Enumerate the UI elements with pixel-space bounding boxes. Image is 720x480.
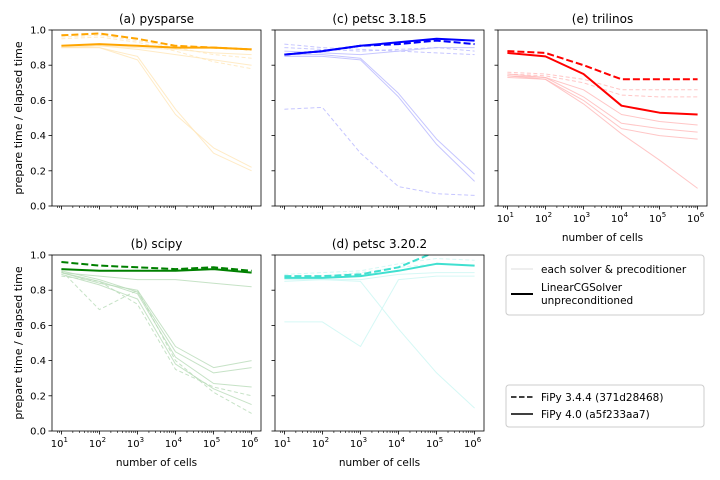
highlight-series-line-0-fipy-3-4-4 — [507, 50, 698, 81]
legend-highlight-label-1: LinearCGSolver — [541, 282, 623, 294]
legend-each-label: each solver & precoditioner — [541, 264, 687, 276]
y-axis-label-bottom: prepare time / elapsed time — [12, 266, 25, 419]
axes-frame — [274, 29, 485, 207]
y-tick-label: 1.0 — [30, 251, 46, 262]
y-tick-label: 0.8 — [30, 286, 46, 297]
background-series-line-2-fipy-3-4-4 — [284, 258, 475, 275]
legend-version-frame — [505, 384, 705, 428]
axes-frame — [274, 254, 485, 432]
axes-frame — [497, 29, 708, 207]
x-tick-label: 105 — [203, 436, 220, 450]
x-axis-label: number of cells — [116, 457, 197, 469]
x-tick-label: 101 — [497, 211, 514, 225]
y-tick-label: 0.8 — [30, 61, 46, 72]
background-series-line-2-fipy-4-0 — [61, 272, 252, 388]
panel-e-trilinos: (e) trilinos 101 102 103 104 105 106 number of … — [494, 12, 708, 244]
panel-title: (d) petsc 3.20.2 — [332, 237, 427, 251]
y-tick-label: 0.2 — [30, 166, 46, 177]
background-series-line-2-fipy-3-4-4 — [507, 71, 698, 91]
series-group — [284, 255, 475, 409]
panel-c-petsc-3-18-5: (c) petsc 3.18.5 — [271, 12, 485, 210]
axes-frame — [51, 254, 262, 432]
x-tick-label: 102 — [535, 211, 552, 225]
y-tick-label: 0.0 — [30, 427, 46, 438]
panel-d-petsc-3-20-2: (d) petsc 3.20.2 101 102 103 104 105 106 number… — [271, 237, 485, 469]
y-axis-label-top: prepare time / elapsed time — [12, 41, 25, 194]
background-series-line-5-fipy-4-0 — [61, 45, 252, 66]
background-series-line-2-fipy-3-4-4 — [284, 43, 475, 56]
background-series-line-6-fipy-4-0 — [284, 55, 475, 182]
background-series-line-4-fipy-3-4-4 — [284, 106, 475, 196]
y-tick-label: 0.6 — [30, 321, 46, 332]
highlight-series-line-0-fipy-3-4-4 — [284, 255, 431, 278]
background-series-line-5-fipy-4-0 — [284, 279, 475, 409]
legend-version: FiPy 3.4.4 (371d28468) FiPy 4.0 (a5f233a… — [505, 384, 705, 428]
background-series-line-7-fipy-3-4-4 — [61, 275, 252, 397]
series-group — [61, 261, 252, 414]
x-tick-label: 106 — [687, 211, 705, 225]
background-series-line-7-fipy-4-0 — [61, 47, 252, 168]
x-tick-label: 103 — [350, 436, 367, 450]
x-tick-label: 103 — [127, 436, 144, 450]
highlight-series-line-1-fipy-4-0 — [61, 268, 252, 274]
background-series-line-4-fipy-4-0 — [61, 273, 252, 406]
y-tick-label: 0.4 — [30, 356, 46, 367]
y-tick-label: 0.4 — [30, 131, 46, 142]
x-axis-label: number of cells — [339, 457, 420, 469]
highlight-series-line-0-fipy-3-4-4 — [61, 32, 252, 51]
legend-solver-frame — [505, 254, 705, 316]
x-tick-label: 101 — [274, 436, 291, 450]
background-series-line-3-fipy-4-0 — [61, 270, 252, 374]
axes-frame — [51, 29, 262, 207]
x-tick-label: 106 — [241, 436, 259, 450]
background-series-line-8-fipy-4-0 — [61, 272, 252, 288]
background-series-line-5-fipy-4-0 — [61, 272, 252, 369]
background-series-line-6-fipy-3-4-4 — [61, 270, 252, 414]
panels: (a) pysparse 0.0 0.2 0.4 0.6 0.8 1.0 (c) petsc … — [30, 12, 708, 469]
panel-title: (a) pysparse — [119, 12, 194, 26]
x-tick-label: 104 — [165, 436, 183, 450]
x-tick-label: 104 — [611, 211, 629, 225]
background-series-line-6-fipy-4-0 — [284, 275, 475, 347]
series-group — [284, 37, 475, 196]
background-series-line-4-fipy-4-0 — [507, 75, 698, 133]
x-tick-label: 102 — [312, 436, 329, 450]
highlight-series-line-1-fipy-4-0 — [61, 43, 252, 51]
x-tick-label: 105 — [426, 436, 443, 450]
x-axis-label: number of cells — [562, 232, 643, 244]
x-tick-label: 104 — [388, 436, 406, 450]
x-tick-label: 106 — [464, 436, 482, 450]
series-group — [61, 32, 252, 172]
panel-b-scipy: (b) scipy 0.0 0.2 0.4 0.6 0.8 1.0 101 102 103 104 1… — [30, 237, 262, 469]
panel-a-pysparse: (a) pysparse 0.0 0.2 0.4 0.6 0.8 1.0 — [30, 12, 262, 213]
x-tick-label: 101 — [51, 436, 68, 450]
background-series-line-7-fipy-4-0 — [507, 73, 698, 126]
background-series-line-3-fipy-3-4-4 — [284, 47, 475, 52]
x-tick-label: 105 — [649, 211, 666, 225]
y-tick-label: 1.0 — [30, 26, 46, 37]
series-group — [507, 50, 698, 189]
y-tick-label: 0.0 — [30, 202, 46, 213]
legend-old-label: FiPy 3.4.4 (371d28468) — [541, 392, 663, 404]
panel-title: (c) petsc 3.18.5 — [332, 12, 426, 26]
highlight-series-line-0-fipy-3-4-4 — [61, 261, 252, 272]
highlight-series-line-1-fipy-4-0 — [507, 51, 698, 116]
x-tick-label: 103 — [573, 211, 590, 225]
background-series-line-6-fipy-4-0 — [507, 75, 698, 189]
y-tick-label: 0.2 — [30, 391, 46, 402]
x-tick-label: 102 — [89, 436, 106, 450]
panel-title: (e) trilinos — [572, 12, 633, 26]
y-tick-label: 0.6 — [30, 96, 46, 107]
legend-highlight-label-2: unpreconditioned — [541, 295, 633, 307]
highlight-series-line-1-fipy-4-0 — [284, 262, 475, 279]
legend-new-label: FiPy 4.0 (a5f233aa7) — [541, 409, 650, 421]
legend-solver: each solver & precoditioner LinearCGSolv… — [505, 254, 705, 316]
highlight-series-line-1-fipy-4-0 — [284, 37, 475, 56]
background-series-line-7-fipy-4-0 — [284, 54, 475, 175]
panel-title: (b) scipy — [131, 237, 183, 251]
